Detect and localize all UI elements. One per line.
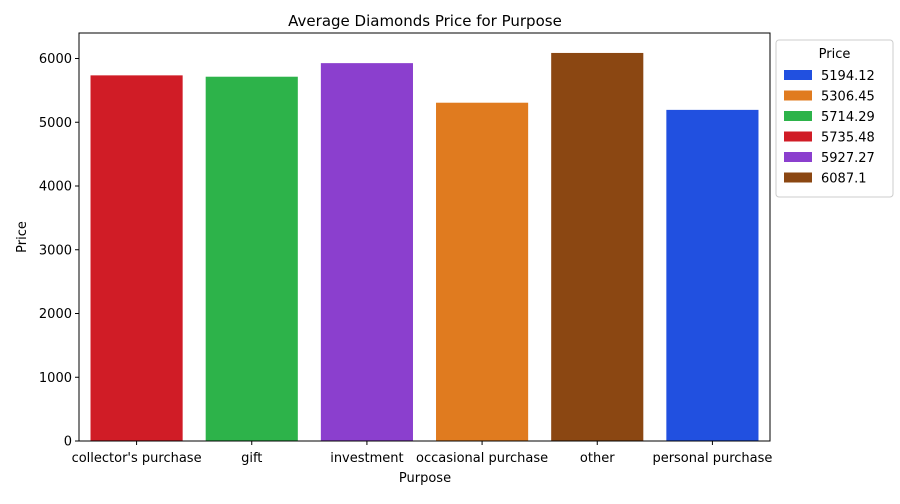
y-tick-label: 0 [64, 435, 72, 450]
y-tick-label: 6000 [39, 52, 72, 67]
x-axis-label: Purpose [399, 471, 451, 486]
x-axis: collector's purchase gift investment occasi… [72, 441, 772, 466]
x-tick-label: other [580, 451, 615, 466]
legend-entry-label: 5735.48 [821, 131, 875, 146]
bar [205, 76, 298, 441]
legend-swatch [784, 70, 812, 80]
bar [436, 102, 529, 442]
y-tick-label: 1000 [39, 371, 72, 386]
bar [666, 109, 759, 441]
legend-entry-label: 5194.12 [821, 69, 875, 84]
plot-area [78, 32, 771, 442]
y-tick-label: 2000 [39, 307, 72, 322]
y-tick-label: 4000 [39, 180, 72, 195]
legend-entry-label: 5306.45 [821, 90, 875, 105]
legend-entry-label: 5714.29 [821, 110, 875, 125]
legend-entry-label: 5927.27 [821, 151, 875, 166]
x-tick-label: investment [330, 451, 403, 466]
y-tick-label: 3000 [39, 243, 72, 258]
x-tick-label: occasional purchase [416, 451, 548, 466]
x-tick-label: gift [241, 451, 262, 466]
legend-swatch [784, 172, 812, 183]
x-tick-label: collector's purchase [72, 451, 202, 466]
legend-swatch [784, 90, 812, 101]
y-axis-label: Price [15, 221, 30, 253]
bar [320, 63, 413, 441]
y-tick-label: 5000 [39, 116, 72, 131]
legend-entry-label: 6087.1 [821, 172, 867, 187]
legend: Price 5194.12 5306.45 5714.29 5735.48 5927.27… [775, 39, 894, 198]
legend-swatch [784, 111, 812, 121]
plot-frame [78, 32, 771, 442]
legend-swatch [784, 152, 812, 162]
legend-swatch [784, 131, 812, 142]
bar [90, 75, 183, 441]
legend-title: Price [819, 47, 851, 62]
y-axis: 0 1000 2000 3000 4000 5000 6000 [39, 52, 79, 450]
x-tick-label: personal purchase [652, 451, 772, 466]
chart-title: Average Diamonds Price for Purpose [288, 12, 562, 30]
bar [551, 52, 644, 441]
